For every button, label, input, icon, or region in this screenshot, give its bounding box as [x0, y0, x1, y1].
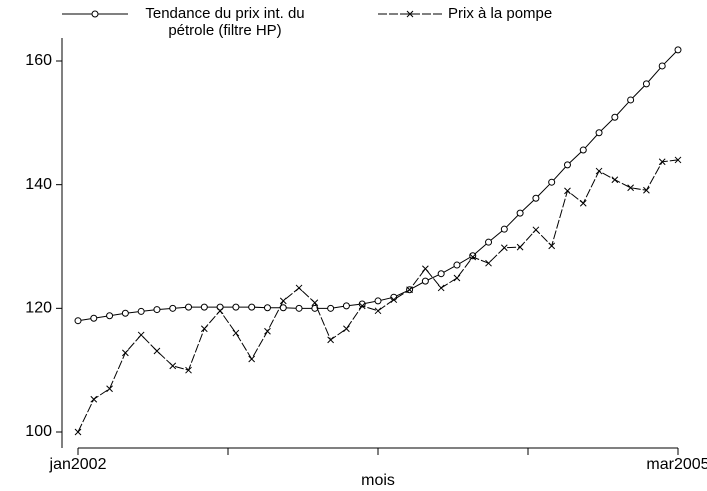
- point-marker: [453, 261, 461, 269]
- point-marker: [674, 46, 682, 54]
- point-marker: [532, 194, 540, 202]
- point-marker: [579, 146, 587, 154]
- point-marker: [248, 355, 256, 363]
- point-marker: [516, 243, 524, 251]
- point-marker: [90, 395, 98, 403]
- y-tick-label: 120: [25, 300, 52, 317]
- point-marker: [122, 349, 129, 357]
- point-marker: [374, 297, 382, 305]
- point-marker: [500, 225, 508, 233]
- point-marker: [358, 302, 366, 310]
- point-marker: [137, 307, 145, 315]
- point-marker: [106, 385, 113, 393]
- x-axis-label: mois: [361, 472, 395, 489]
- point-marker: [106, 312, 114, 320]
- point-marker: [137, 331, 145, 339]
- point-marker: [564, 187, 571, 195]
- point-marker: [90, 314, 98, 322]
- point-marker: [153, 347, 161, 355]
- point-marker: [295, 284, 303, 292]
- point-marker: [595, 167, 603, 175]
- point-marker: [232, 303, 240, 311]
- point-marker: [469, 253, 477, 261]
- point-marker: [563, 161, 571, 169]
- series-line: [77, 49, 679, 322]
- point-marker: [437, 284, 445, 292]
- point-marker: [185, 303, 193, 311]
- point-marker: [658, 158, 666, 166]
- legend-label: Tendance du prix int. du pétrole (filtre…: [145, 5, 305, 39]
- point-marker: [658, 62, 666, 70]
- point-marker: [153, 306, 161, 314]
- point-marker: [595, 129, 603, 137]
- point-marker: [642, 80, 650, 88]
- point-marker: [579, 199, 587, 207]
- point-marker: [311, 304, 319, 312]
- x-tick-label: jan2002: [49, 456, 107, 473]
- point-marker: [611, 113, 619, 121]
- point-marker: [169, 362, 177, 370]
- point-marker: [279, 297, 287, 305]
- y-tick-label: 100: [25, 423, 52, 440]
- point-marker: [327, 336, 334, 344]
- point-marker: [485, 259, 492, 267]
- point-marker: [500, 244, 508, 252]
- point-marker: [437, 270, 445, 278]
- point-marker: [169, 304, 177, 312]
- point-marker: [264, 327, 271, 335]
- point-marker: [185, 366, 192, 374]
- point-marker: [627, 96, 635, 104]
- point-marker: [295, 304, 303, 312]
- point-marker: [485, 238, 493, 246]
- series-line: [77, 159, 679, 433]
- point-marker: [263, 304, 271, 312]
- y-tick-label: 160: [25, 52, 52, 69]
- legend-label: Prix à la pompe: [448, 5, 553, 22]
- y-tick-label: 140: [25, 176, 52, 193]
- point-marker: [674, 156, 682, 164]
- point-marker: [532, 226, 540, 234]
- point-marker: [343, 325, 350, 333]
- point-marker: [406, 286, 413, 294]
- point-marker: [200, 325, 208, 333]
- point-marker: [516, 209, 524, 217]
- point-marker: [342, 302, 350, 310]
- point-marker: [643, 186, 650, 194]
- point-marker: [390, 296, 398, 304]
- point-marker: [611, 176, 619, 184]
- point-marker: [453, 274, 461, 282]
- point-marker: [422, 265, 429, 273]
- point-marker: [311, 299, 319, 307]
- point-marker: [627, 184, 634, 192]
- legend-marker: [91, 10, 99, 18]
- point-marker: [74, 317, 82, 325]
- point-marker: [548, 178, 556, 186]
- point-marker: [548, 242, 556, 250]
- point-marker: [248, 303, 256, 311]
- point-marker: [121, 309, 129, 317]
- point-marker: [358, 300, 366, 308]
- point-marker: [74, 428, 82, 436]
- legend-marker: [406, 10, 414, 18]
- point-marker: [374, 307, 382, 315]
- x-tick-label: mar2005: [646, 456, 707, 473]
- point-marker: [200, 303, 208, 311]
- point-marker: [421, 277, 429, 285]
- point-marker: [327, 304, 335, 312]
- point-marker: [216, 307, 224, 315]
- point-marker: [232, 329, 240, 337]
